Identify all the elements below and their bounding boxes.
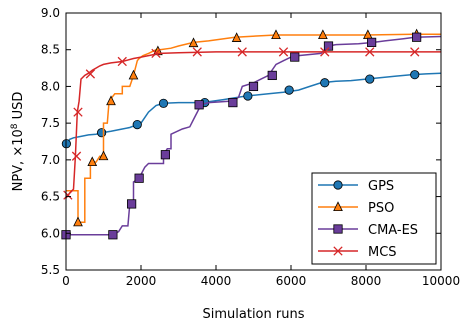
y-axis-label-main: NPV, ×10 <box>11 129 26 191</box>
data-point-pso <box>106 95 116 106</box>
x-tick-label: 10000 <box>422 274 460 288</box>
x-tick-label: 2000 <box>126 274 157 288</box>
data-point-pso <box>128 69 139 80</box>
legend-marker-gps <box>333 180 343 190</box>
legend-item-mcs: MCS <box>318 245 397 260</box>
data-point-mcs <box>71 151 82 161</box>
data-point-cma-es <box>412 32 422 42</box>
data-point-pso <box>98 150 109 161</box>
data-point-gps <box>365 74 375 84</box>
y-axis-label-exponent: 8 <box>10 123 20 129</box>
data-point-cma-es <box>367 37 377 47</box>
legend-label-cma-es: CMA-ES <box>368 223 418 238</box>
legend-marker-pso <box>333 201 343 212</box>
data-point-cma-es <box>323 41 334 51</box>
data-point-mcs <box>237 47 247 57</box>
axis-ticks: 0 2000 4000 6000 8000 10000 5.5 6.0 6.5 7.0 7.5 8.0… <box>41 6 460 288</box>
legend: GPS PSO CMA-ES MCS <box>311 172 437 265</box>
legend-label-pso: PSO <box>368 201 394 216</box>
data-point-gps <box>158 98 169 108</box>
y-tick-label: 6.0 <box>41 226 60 240</box>
data-point-mcs <box>117 56 127 67</box>
data-point-mcs <box>63 190 73 200</box>
legend-item-cma-es: CMA-ES <box>318 223 418 238</box>
x-tick-label: 0 <box>62 274 70 288</box>
data-point-mcs <box>410 47 420 57</box>
data-point-mcs <box>278 47 289 57</box>
series-line-mcs <box>65 51 441 199</box>
data-point-pso <box>87 156 98 167</box>
legend-label-mcs: MCS <box>368 245 397 260</box>
data-point-gps <box>132 120 142 130</box>
data-point-pso <box>271 29 281 40</box>
x-tick-label: 6000 <box>276 274 307 288</box>
x-tick-label: 8000 <box>351 274 382 288</box>
legend-box <box>311 172 437 265</box>
x-axis-label: Simulation runs <box>203 307 305 322</box>
series-cma-es <box>61 32 442 240</box>
series-line-gps <box>66 72 442 145</box>
data-point-cma-es <box>134 173 144 183</box>
series-layer <box>61 28 442 240</box>
data-point-cma-es <box>267 70 277 81</box>
data-point-cma-es <box>248 81 259 92</box>
data-point-cma-es <box>290 52 300 62</box>
data-point-mcs <box>85 69 96 79</box>
y-tick-label: 5.5 <box>41 263 60 277</box>
data-point-gps <box>320 78 330 88</box>
y-axis-label: NPV, ×108 USD <box>10 92 26 192</box>
data-point-cma-es <box>160 150 170 160</box>
data-point-cma-es <box>228 97 238 108</box>
data-point-mcs <box>192 47 202 57</box>
data-point-mcs <box>365 47 375 57</box>
y-tick-label: 7.0 <box>41 153 60 167</box>
data-point-pso <box>188 37 199 48</box>
data-point-pso <box>318 29 328 40</box>
data-point-mcs <box>151 48 161 59</box>
y-tick-label: 8.5 <box>41 43 60 57</box>
plot-frame <box>65 12 442 271</box>
data-point-cma-es <box>194 100 204 110</box>
data-point-gps <box>97 128 107 138</box>
data-point-gps <box>284 85 294 95</box>
series-pso <box>66 28 441 227</box>
x-tick-label: 4000 <box>201 274 232 288</box>
data-point-gps <box>243 91 253 101</box>
data-point-cma-es <box>108 230 118 240</box>
y-tick-label: 9.0 <box>41 6 60 20</box>
data-point-mcs <box>320 47 330 57</box>
data-point-mcs <box>73 107 83 117</box>
y-tick-label: 7.5 <box>41 116 60 130</box>
y-tick-label: 6.5 <box>41 190 60 204</box>
y-tick-label: 8.0 <box>41 79 60 93</box>
data-point-cma-es <box>127 199 137 209</box>
legend-item-gps: GPS <box>318 179 394 194</box>
legend-label-gps: GPS <box>368 179 394 194</box>
legend-marker-cma-es <box>333 224 343 234</box>
series-mcs <box>63 47 441 200</box>
legend-marker-mcs <box>333 246 343 256</box>
y-axis-label-unit: USD <box>11 92 26 124</box>
data-point-pso <box>73 216 83 227</box>
data-point-pso <box>231 32 242 42</box>
series-line-pso <box>66 33 441 224</box>
data-point-gps <box>410 70 420 80</box>
legend-item-pso: PSO <box>318 201 394 216</box>
